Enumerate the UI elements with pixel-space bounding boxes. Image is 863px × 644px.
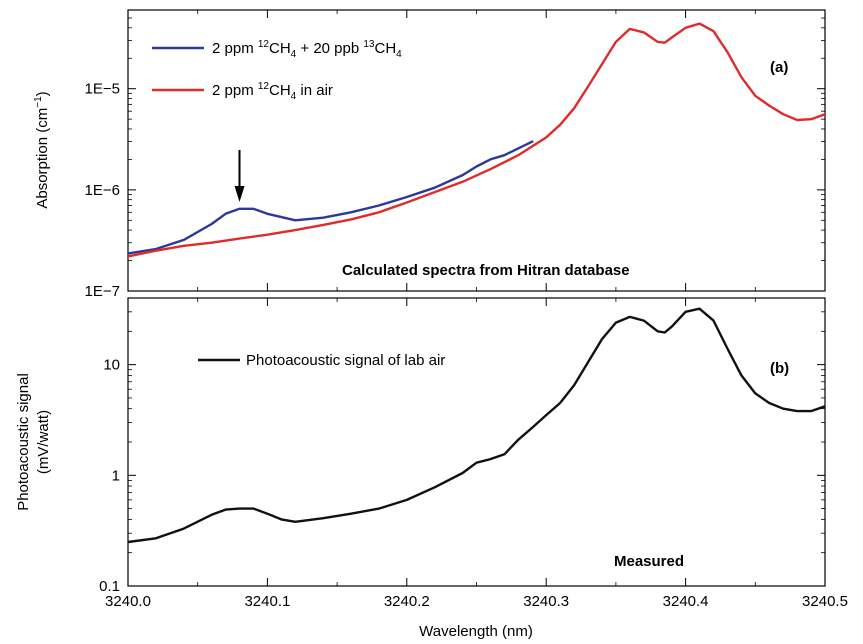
- panel-b-frame: [127, 297, 826, 587]
- x-tick-label: 3240.0: [105, 593, 151, 610]
- panel-a-series: [128, 22, 825, 258]
- x-tick-label: 3240.3: [523, 593, 569, 610]
- panel-b-ylabel-line2: (mV/watt): [35, 410, 52, 474]
- legend-label-series-1: 2 ppm 12CH4 + 20 ppb 13CH4: [212, 39, 402, 60]
- legend-label-series-2: 2 ppm 12CH4 in air: [212, 81, 333, 102]
- panel-a-ticks: 1E−7 1E−6 1E−5: [85, 10, 826, 300]
- x-axis-title: Wavelength (nm): [419, 623, 533, 640]
- x-tick-label: 3240.1: [244, 593, 290, 610]
- panel-b-label: (b): [770, 360, 789, 377]
- panel-a-ylabel: Absorption (cm−1): [33, 91, 51, 208]
- panel-a-annotation: Calculated spectra from Hitran database: [342, 262, 630, 279]
- series-line-1-0: [128, 307, 825, 544]
- y-tick-label: 10: [103, 357, 120, 374]
- legend-label-series-3: Photoacoustic signal of lab air: [246, 352, 445, 369]
- y-tick-label: 0.1: [99, 578, 120, 595]
- panel-b-ylabel-line1: Photoacoustic signal: [15, 373, 32, 511]
- x-tick-label: 3240.2: [384, 593, 430, 610]
- y-tick-label: 1E−6: [85, 182, 120, 199]
- panel-b-annotation: Measured: [614, 553, 684, 570]
- series-line-0-1: [128, 22, 825, 258]
- arrow-head: [234, 186, 245, 202]
- panel-b-ticks: 0.1 1 10 3240.0 3240.1 3240.2 3240.3 3240.4 3240…: [99, 298, 848, 610]
- series-line-0-0: [128, 140, 534, 255]
- panel-a-label: (a): [770, 59, 788, 76]
- y-tick-label: 1E−5: [85, 81, 120, 98]
- panel-b-series: [128, 307, 825, 544]
- y-tick-label: 1: [112, 467, 120, 484]
- arrow-annotation: [234, 150, 245, 202]
- x-tick-label: 3240.5: [802, 593, 848, 610]
- y-tick-label: 1E−7: [85, 283, 120, 300]
- x-tick-label: 3240.4: [663, 593, 709, 610]
